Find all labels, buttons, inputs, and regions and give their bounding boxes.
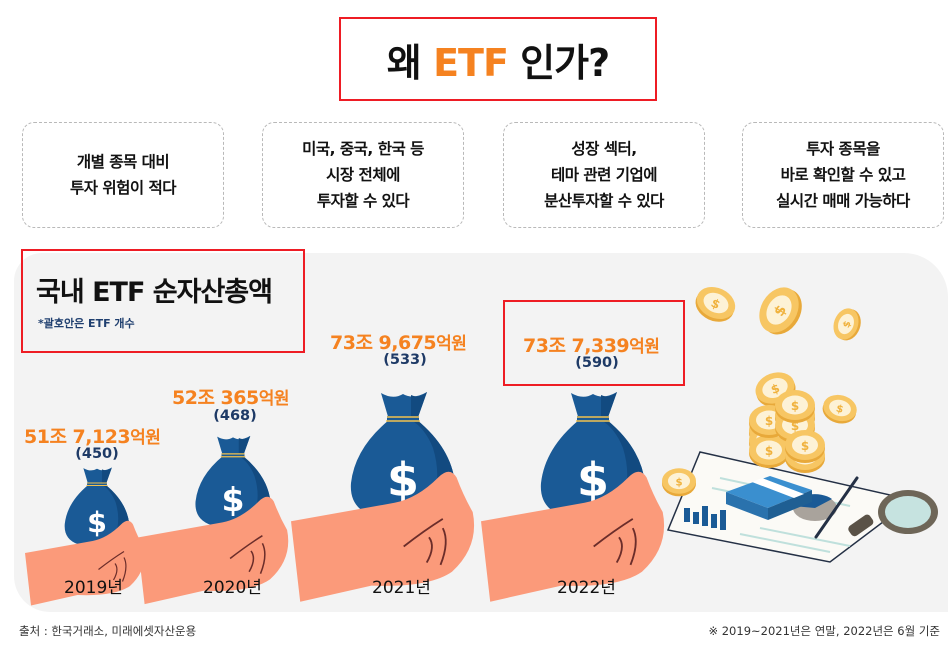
amount-value: 52조 365 [172, 387, 259, 409]
feature-text: 개별 종목 대비 투자 위험이 적다 [69, 153, 177, 197]
count-2020: (468) [213, 408, 257, 424]
amount-value: 73조 7,339 [523, 335, 630, 357]
coin-icons [662, 280, 866, 497]
feature-text: 성장 섹터, 테마 관련 기업에 분산투자할 수 있다 [544, 140, 664, 210]
amount-unit: 억원 [629, 337, 660, 357]
highlight-box-2022 [503, 300, 685, 386]
amount-value: 51조 7,123 [24, 426, 131, 448]
amount-2022: 73조 7,339억원 [523, 331, 660, 358]
amount-2019: 51조 7,123억원 [24, 422, 161, 449]
section-note: *괄호안은 ETF 개수 [38, 317, 135, 330]
date-basis-note: ※ 2019~2021년은 연말, 2022년은 6월 기준 [708, 624, 940, 638]
amount-unit: 억원 [436, 334, 467, 354]
title-suffix: 인가? [507, 40, 610, 85]
section-highlight-box [21, 249, 305, 353]
source-note: 출처 : 한국거래소, 미래에셋자산운용 [19, 624, 197, 638]
amount-2020: 52조 365억원 [172, 383, 289, 410]
title-prefix: 왜 [386, 40, 434, 85]
section-title: 국내 ETF 순자산총액 [36, 277, 273, 308]
page-title: 왜 ETF 인가? [386, 32, 610, 87]
cash-stack-icon [726, 476, 812, 520]
title-accent: ETF [433, 40, 509, 85]
feature-text: 투자 종목을 바로 확인할 수 있고 실시간 매매 가능하다 [776, 140, 910, 210]
feature-card-3: 성장 섹터, 테마 관련 기업에 분산투자할 수 있다 [503, 122, 705, 228]
amount-unit: 억원 [258, 389, 290, 409]
feature-text: 미국, 중국, 한국 등 시장 전체에 투자할 수 있다 [302, 140, 424, 210]
title-box: 왜 ETF 인가? [339, 17, 657, 101]
magnifier-icon [848, 490, 938, 537]
count-2022: (590) [575, 355, 619, 371]
pen-icon [814, 476, 859, 539]
feature-card-1: 개별 종목 대비 투자 위험이 적다 [22, 122, 224, 228]
year-label-2019: 2019년 [64, 578, 123, 598]
year-label-2021: 2021년 [372, 578, 431, 598]
document-icon [666, 451, 938, 563]
amount-2021: 73조 9,675억원 [330, 328, 467, 355]
count-2019: (450) [75, 446, 119, 462]
feature-card-2: 미국, 중국, 한국 등 시장 전체에 투자할 수 있다 [262, 122, 464, 228]
year-label-2022: 2022년 [557, 578, 616, 598]
year-label-2020: 2020년 [203, 578, 262, 598]
feature-card-4: 투자 종목을 바로 확인할 수 있고 실시간 매매 가능하다 [742, 122, 944, 228]
amount-value: 73조 9,675 [330, 332, 437, 354]
amount-unit: 억원 [130, 428, 161, 448]
bar-chart-icon [684, 506, 726, 530]
count-2021: (533) [383, 352, 427, 368]
